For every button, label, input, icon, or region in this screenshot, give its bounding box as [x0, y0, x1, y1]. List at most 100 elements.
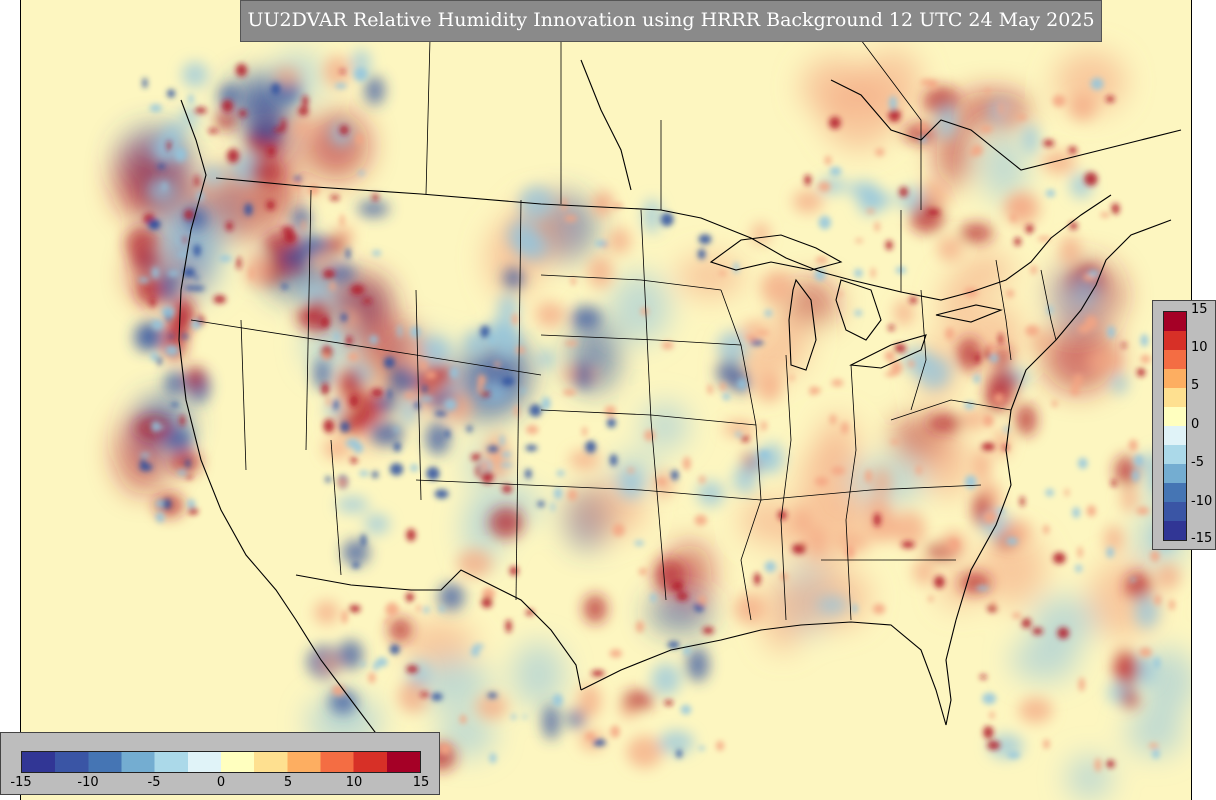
innovation-blob: [393, 442, 401, 452]
innovation-blob: [376, 657, 388, 667]
innovation-blob: [764, 309, 773, 317]
innovation-blob: [481, 470, 494, 484]
innovation-blob: [829, 414, 837, 425]
innovation-blob: [202, 165, 225, 185]
innovation-blob: [627, 467, 635, 474]
innovation-blob: [1072, 507, 1081, 519]
innovation-blob: [291, 207, 311, 230]
innovation-blob: [945, 327, 955, 340]
innovation-blob: [1032, 330, 1051, 352]
innovation-blob: [341, 610, 348, 624]
innovation-blob: [991, 599, 996, 608]
innovation-blob: [185, 474, 193, 479]
innovation-blob: [298, 236, 328, 256]
innovation-blob: [635, 620, 645, 633]
innovation-blob: [301, 218, 306, 231]
innovation-blob: [961, 408, 988, 431]
innovation-blob: [927, 413, 963, 433]
innovation-blob: [998, 101, 1003, 116]
pacific-coastline: [178, 99, 407, 791]
innovation-blob: [426, 466, 440, 481]
innovation-blob: [683, 646, 691, 656]
innovation-blob: [405, 592, 414, 602]
innovation-blob: [973, 374, 981, 384]
innovation-blob: [323, 269, 335, 279]
innovation-blob: [249, 160, 282, 184]
innovation-blob: [971, 144, 983, 156]
colorbar-vertical-tick: -15: [1191, 531, 1213, 546]
innovation-blob: [323, 55, 351, 87]
innovation-blob: [340, 213, 345, 228]
innovation-blob: [489, 333, 495, 346]
innovation-blob: [1090, 77, 1104, 90]
innovation-blob: [745, 334, 758, 341]
innovation-blob: [420, 361, 428, 371]
innovation-blob: [186, 499, 196, 509]
lake-superior: [709, 234, 843, 271]
innovation-blob: [423, 606, 430, 614]
innovation-blob: [420, 692, 430, 698]
colorbar-vertical-tick: 15: [1191, 302, 1208, 317]
innovation-blob: [167, 89, 176, 98]
innovation-blob: [1120, 486, 1138, 513]
innovation-blob: [829, 116, 841, 129]
innovation-blob: [992, 347, 1012, 368]
innovation-blob: [345, 336, 353, 346]
innovation-blob: [1004, 196, 1032, 215]
innovation-blob: [1086, 348, 1122, 375]
innovation-blob: [824, 155, 832, 165]
innovation-blob: [1148, 743, 1159, 749]
innovation-blob: [872, 603, 886, 615]
innovation-blob: [251, 122, 281, 141]
innovation-blob: [371, 471, 379, 478]
innovation-blob: [150, 215, 227, 266]
innovation-blob: [1078, 677, 1085, 692]
innovation-blob: [836, 533, 870, 551]
innovation-blob: [1037, 236, 1052, 241]
innovation-blob: [1025, 224, 1034, 234]
innovation-blob: [383, 356, 395, 369]
innovation-blob: [1010, 637, 1079, 682]
innovation-blob: [487, 692, 498, 699]
innovation-blob: [1086, 505, 1097, 517]
innovation-blob: [359, 470, 369, 477]
innovation-blob: [535, 301, 566, 328]
innovation-blob: [901, 347, 933, 373]
innovation-blob: [389, 644, 400, 655]
colorbar-vertical: 15 10 5 0 -5 -10 -15: [1152, 300, 1216, 550]
innovation-blob: [658, 730, 695, 755]
innovation-blob: [471, 453, 482, 461]
innovation-blob: [1042, 150, 1077, 175]
innovation-blob: [735, 431, 742, 438]
colorbar-horizontal-tick: -10: [77, 775, 99, 790]
innovation-blob: [866, 208, 875, 214]
innovation-blob: [751, 222, 770, 245]
innovation-blob: [831, 466, 845, 475]
innovation-blob: [564, 215, 578, 222]
colorbar-horizontal-tick: 10: [345, 775, 363, 790]
innovation-blob: [612, 523, 625, 537]
innovation-blob: [761, 420, 767, 431]
innovation-blob: [979, 125, 993, 133]
innovation-blob: [989, 353, 999, 363]
innovation-blob: [139, 463, 153, 472]
innovation-blob: [1070, 383, 1080, 396]
innovation-blob: [1111, 203, 1120, 215]
innovation-blob: [1014, 237, 1022, 246]
innovation-blob: [1168, 599, 1175, 611]
innovation-blob: [181, 104, 198, 129]
innovation-blob: [182, 61, 209, 88]
innovation-blob: [697, 248, 706, 260]
innovation-blob: [349, 394, 359, 408]
colorbar-vertical-tick: -5: [1191, 455, 1204, 470]
innovation-blob: [1032, 627, 1043, 635]
innovation-blob: [981, 442, 995, 451]
innovation-blob: [449, 366, 459, 380]
innovation-blob: [1154, 657, 1160, 669]
innovation-blob: [480, 382, 510, 404]
innovation-blob: [626, 735, 663, 769]
innovation-blob: [499, 434, 505, 447]
innovation-blob: [570, 306, 602, 331]
innovation-blob: [808, 525, 827, 558]
innovation-blob: [489, 507, 524, 539]
